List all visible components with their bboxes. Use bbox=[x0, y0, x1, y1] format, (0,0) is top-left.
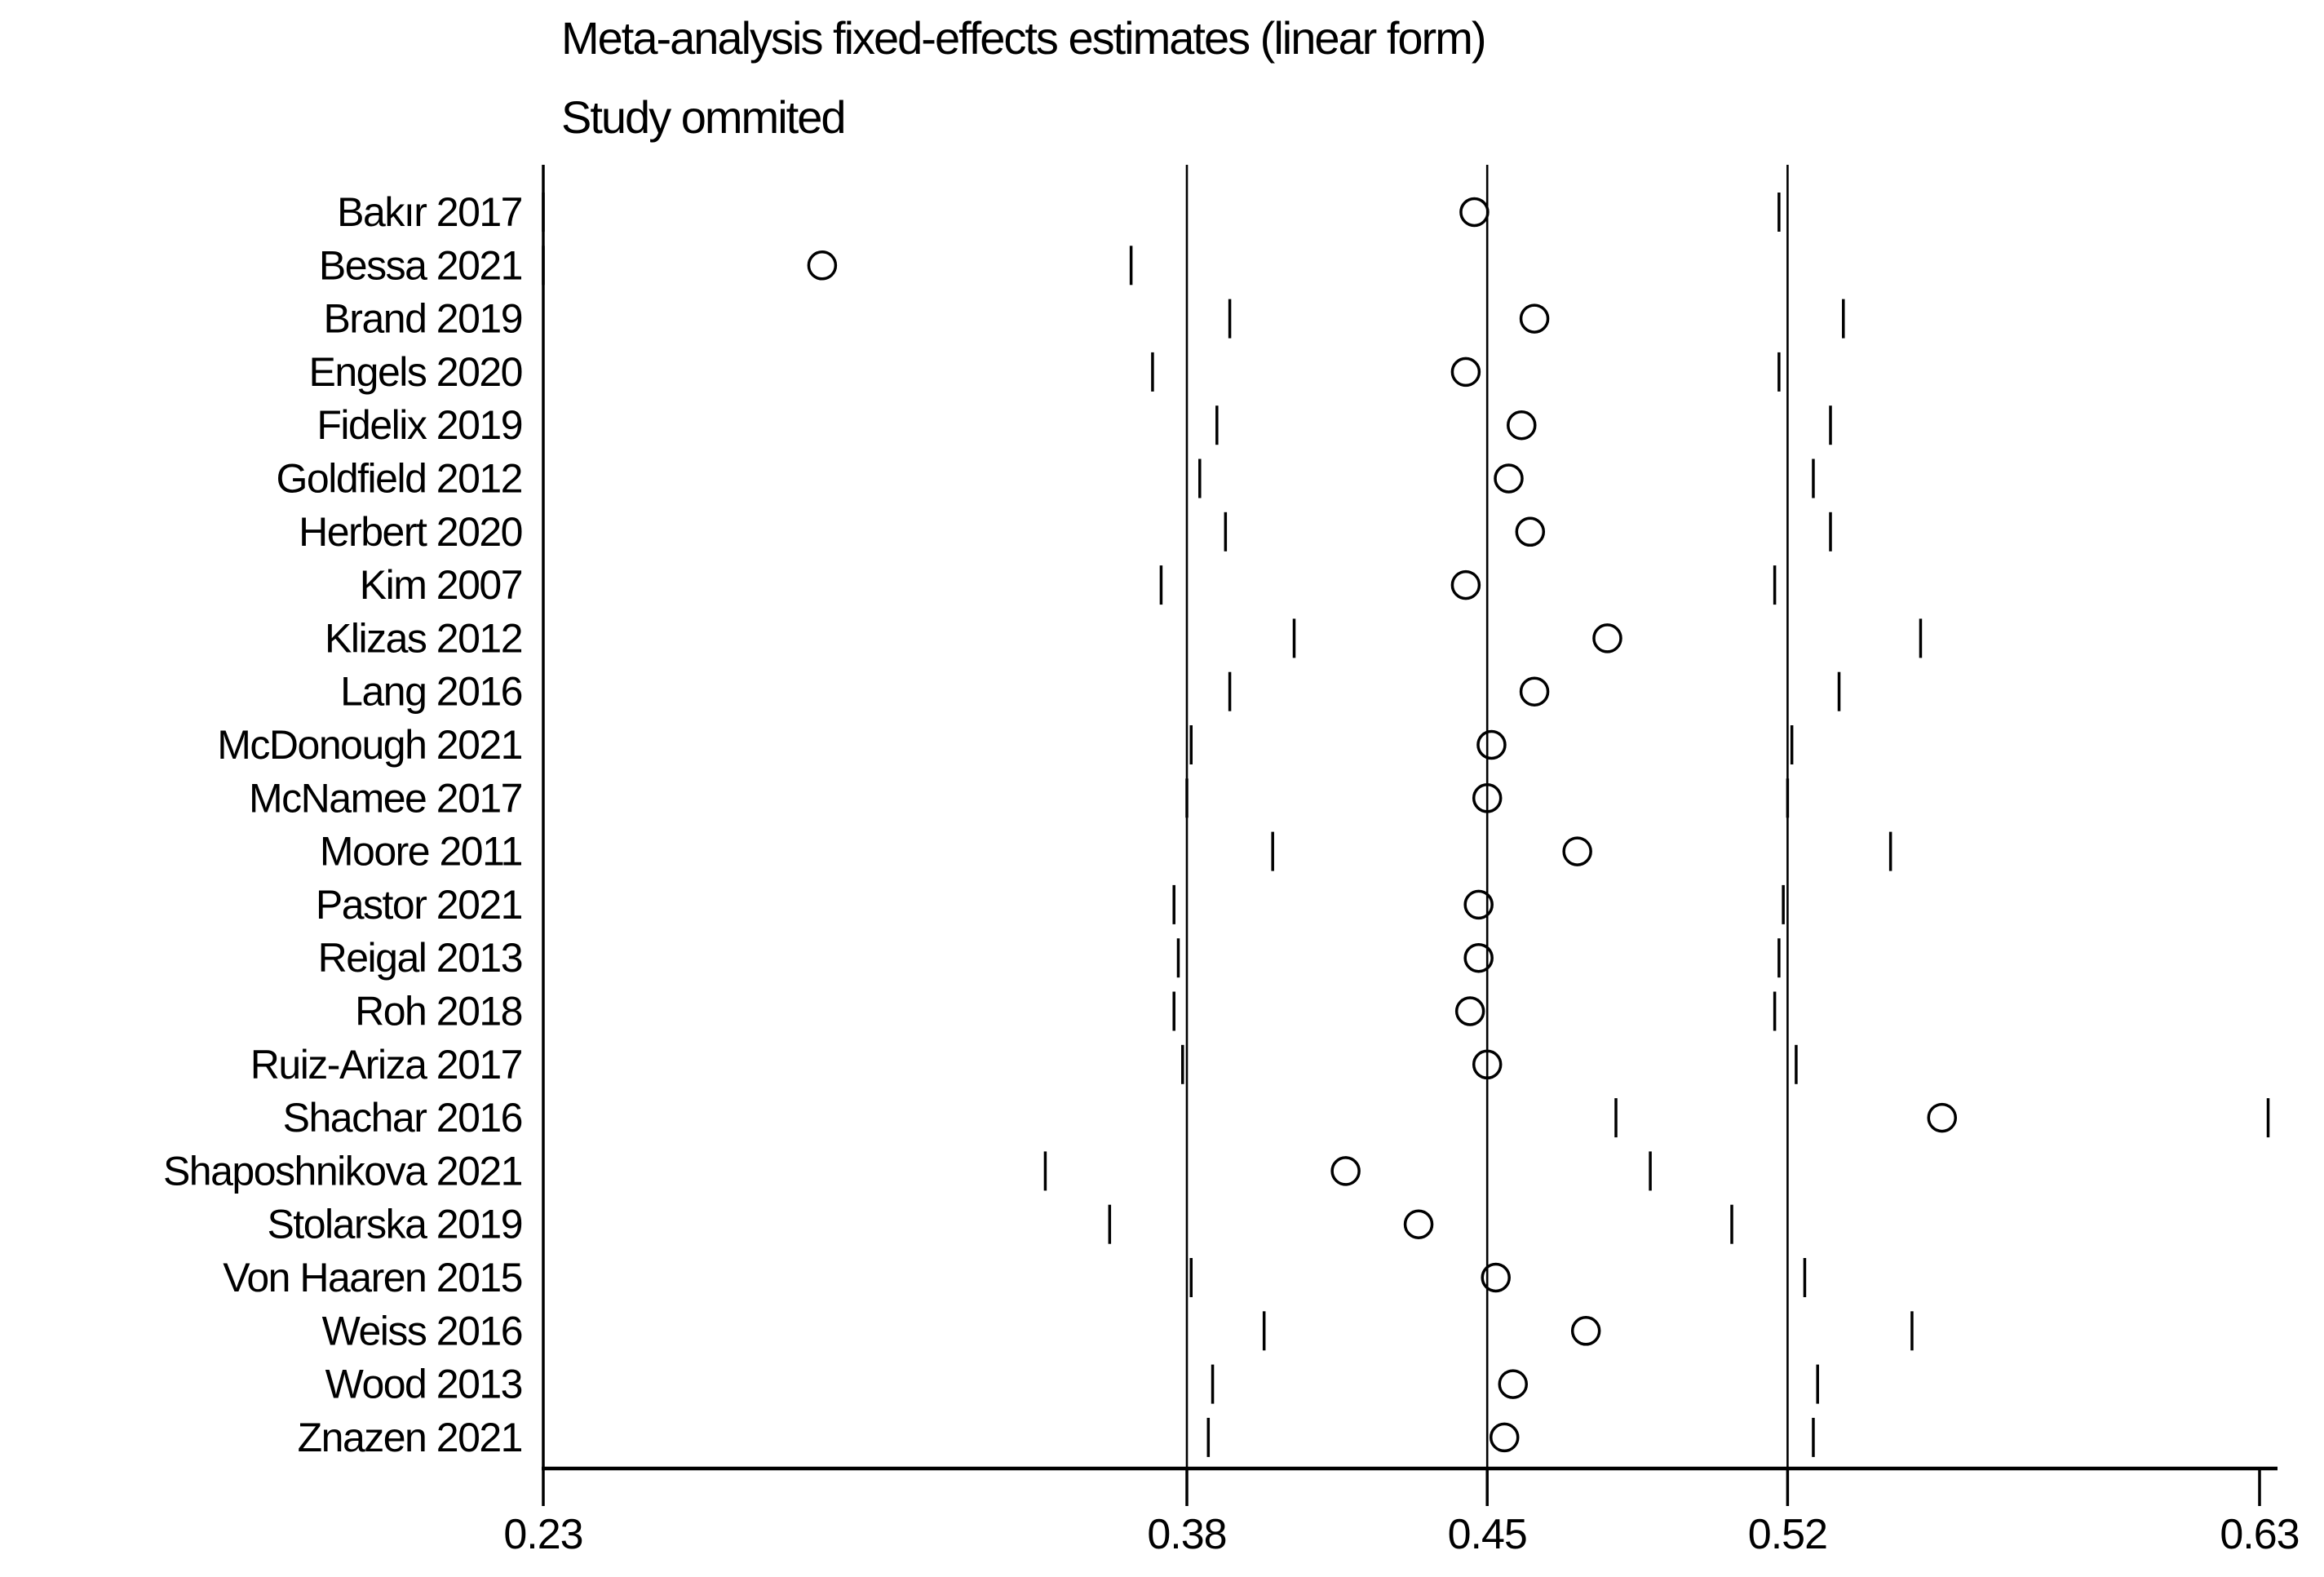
study-label: Engels 2020 bbox=[308, 349, 522, 395]
x-tick-label: 0.52 bbox=[1748, 1511, 1827, 1558]
x-tick-label: 0.45 bbox=[1448, 1511, 1527, 1558]
study-label: Shachar 2016 bbox=[283, 1095, 522, 1141]
study-estimate-marker bbox=[1519, 676, 1550, 707]
study-series bbox=[542, 193, 2270, 1457]
study-estimate-marker bbox=[1463, 889, 1494, 920]
study-estimate-marker bbox=[807, 250, 838, 281]
axes bbox=[542, 165, 2278, 1471]
study-label: Stolarska 2019 bbox=[267, 1202, 522, 1247]
study-label: Klizas 2012 bbox=[325, 615, 522, 661]
study-estimate-marker bbox=[1476, 729, 1507, 760]
study-label: Goldfield 2012 bbox=[277, 456, 522, 502]
study-estimate-marker bbox=[1472, 783, 1503, 813]
study-estimate-marker bbox=[1519, 303, 1550, 334]
study-label: Kim 2007 bbox=[360, 562, 522, 608]
study-label: Brand 2019 bbox=[323, 296, 522, 342]
study-estimate-marker bbox=[1454, 996, 1485, 1026]
study-label: Herbert 2020 bbox=[299, 509, 522, 555]
study-estimate-marker bbox=[1472, 1049, 1503, 1080]
study-estimate-marker bbox=[1489, 1422, 1520, 1453]
study-estimate-marker bbox=[1498, 1369, 1529, 1399]
reference-lines bbox=[1185, 165, 1789, 1468]
x-tick-label: 0.23 bbox=[503, 1511, 582, 1558]
study-estimate-marker bbox=[1481, 1262, 1511, 1293]
study-label: McDonough 2021 bbox=[217, 722, 522, 768]
study-estimate-marker bbox=[1592, 623, 1622, 653]
study-label: Pastor 2021 bbox=[316, 882, 522, 928]
study-label: Bakır 2017 bbox=[337, 189, 522, 235]
chart-title: Meta-analysis fixed-effects estimates (l… bbox=[561, 12, 1485, 64]
study-estimate-marker bbox=[1450, 569, 1481, 600]
study-estimate-marker bbox=[1927, 1102, 1958, 1133]
study-labels: Bakır 2017 Bessa 2021 Brand 2019 Engels 202… bbox=[163, 189, 524, 1460]
study-label: Ruiz-Ariza 2017 bbox=[250, 1042, 522, 1088]
study-estimate-marker bbox=[1515, 516, 1546, 547]
study-label: McNamee 2017 bbox=[249, 775, 522, 821]
x-tick-label: 0.38 bbox=[1147, 1511, 1226, 1558]
study-label: Von Haaren 2015 bbox=[223, 1255, 522, 1300]
study-estimate-marker bbox=[1570, 1316, 1601, 1346]
study-estimate-marker bbox=[1459, 197, 1490, 228]
study-estimate-marker bbox=[1330, 1156, 1361, 1186]
study-estimate-marker bbox=[1494, 463, 1524, 494]
study-label: Shaposhnikova 2021 bbox=[163, 1148, 522, 1194]
study-label: Wood 2013 bbox=[325, 1362, 522, 1407]
study-label: Weiss 2016 bbox=[322, 1308, 522, 1353]
study-estimate-marker bbox=[1463, 942, 1494, 973]
study-estimate-marker bbox=[1403, 1209, 1434, 1239]
chart-subtitle: Study ommited bbox=[561, 91, 845, 143]
x-tick-label: 0.63 bbox=[2220, 1511, 2299, 1558]
study-estimate-marker bbox=[1562, 836, 1592, 866]
study-label: Bessa 2021 bbox=[319, 242, 522, 288]
study-estimate-marker bbox=[1507, 410, 1537, 441]
study-label: Znazen 2021 bbox=[298, 1415, 522, 1460]
study-label: Roh 2018 bbox=[355, 989, 522, 1034]
study-estimate-marker bbox=[1450, 357, 1481, 388]
study-label: Lang 2016 bbox=[340, 669, 522, 715]
study-label: Moore 2011 bbox=[320, 829, 522, 875]
study-label: Fidelix 2019 bbox=[317, 402, 522, 448]
study-label: Reigal 2013 bbox=[318, 935, 522, 981]
x-axis-ticks: 0.23 0.38 0.45 0.52 0.63 bbox=[503, 1468, 2300, 1558]
